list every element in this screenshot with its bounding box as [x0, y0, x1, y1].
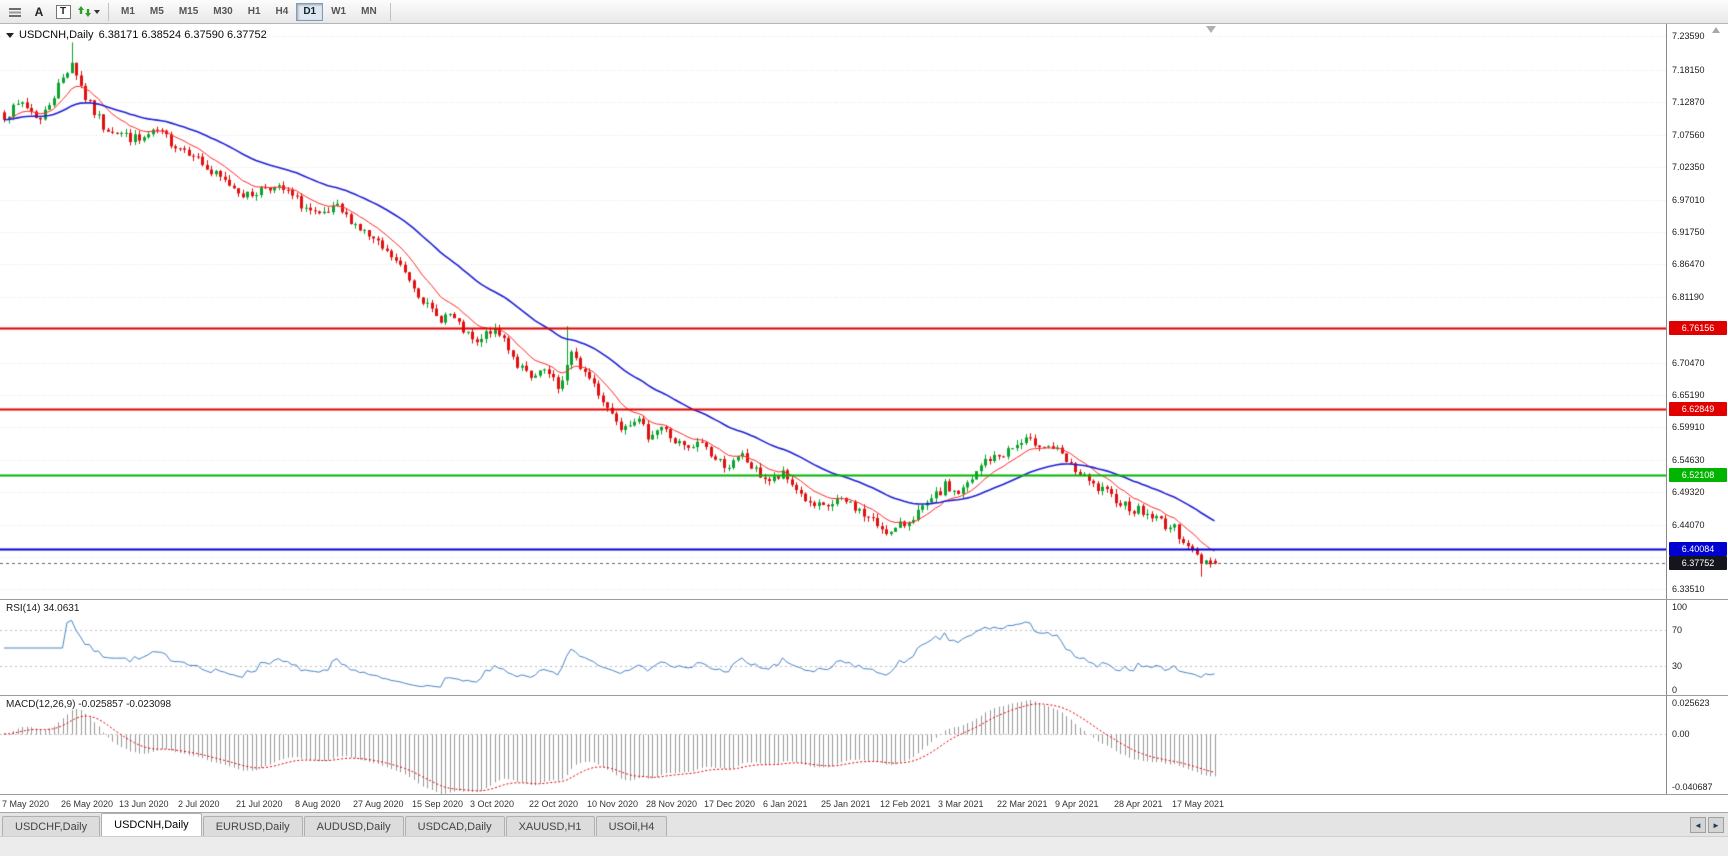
price-scale-label: 6.44070 — [1672, 520, 1705, 530]
chart-tab-usoil-h4[interactable]: USOil,H4 — [595, 816, 668, 836]
bottom-strip — [0, 836, 1728, 856]
text-tool-icon[interactable]: T — [52, 2, 74, 22]
scale-scroll-marker-icon — [1712, 27, 1720, 33]
timeframe-button-w1[interactable]: W1 — [331, 6, 347, 17]
price-badge: 6.37752 — [1669, 556, 1727, 570]
rsi-panel-separator[interactable] — [0, 599, 1728, 600]
price-scale-label: 7.12870 — [1672, 97, 1705, 107]
date-label: 22 Oct 2020 — [529, 799, 579, 809]
chart-shift-marker[interactable] — [1206, 26, 1216, 33]
cursor-tool-icon[interactable]: A — [34, 4, 44, 19]
chart-tab-eurusd-daily[interactable]: EURUSD,Daily — [202, 816, 303, 836]
timeframe-button-h1[interactable]: H1 — [247, 6, 261, 17]
date-label: 26 May 2020 — [61, 799, 114, 809]
tab-scroll-right-button[interactable]: ► — [1708, 817, 1724, 833]
symbol-dropdown-icon[interactable] — [6, 32, 14, 38]
toolbar-separator — [389, 2, 391, 21]
timeframe-button-m15[interactable]: M15 — [178, 6, 199, 17]
date-label: 7 May 2020 — [2, 799, 50, 809]
timeframe-button-m30[interactable]: M30 — [213, 6, 233, 17]
price-scale-label: 6.70470 — [1672, 358, 1705, 368]
chart-region: 7.23590 7.18150 7.12870 7.07560 7.02350 6.970… — [0, 24, 1728, 812]
price-scale-label: 7.23590 — [1672, 31, 1705, 41]
tab-strip: USDCHF,Daily USDCNH,Daily EURUSD,Daily AUDU… — [0, 813, 1728, 836]
price-scale-label: 6.33510 — [1672, 584, 1705, 594]
date-label: 21 Jul 2020 — [236, 799, 283, 809]
macd-label: MACD(12,26,9) -0.025857 -0.023098 — [6, 699, 172, 710]
price-badge: 6.40084 — [1669, 542, 1727, 556]
chart-tab-usdchf-daily[interactable]: USDCHF,Daily — [2, 816, 101, 836]
chart-menu-icon[interactable] — [4, 2, 26, 22]
chart-tab-usdcnh-daily[interactable]: USDCNH,Daily — [101, 813, 202, 836]
date-label: 3 Oct 2020 — [470, 799, 515, 809]
chart-tab-xauusd-h1[interactable]: XAUUSD,H1 — [505, 816, 595, 836]
macd-panel-canvas[interactable] — [0, 696, 1666, 794]
date-label: 22 Mar 2021 — [997, 799, 1048, 809]
chart-title: USDCNH,Daily 6.38171 6.38524 6.37590 6.3… — [6, 29, 267, 41]
symbol-timeframe-label: USDCNH,Daily — [19, 29, 94, 41]
date-label: 13 Jun 2020 — [119, 799, 169, 809]
date-label: 15 Sep 2020 — [412, 799, 464, 809]
price-scale-label: 6.65190 — [1672, 390, 1705, 400]
date-label: 6 Jan 2021 — [763, 799, 808, 809]
price-scale-label: 6.81190 — [1672, 292, 1704, 302]
date-label: 3 Mar 2021 — [938, 799, 984, 809]
price-scale-label: 6.49320 — [1672, 487, 1705, 497]
chart-tab-usdcad-daily[interactable]: USDCAD,Daily — [404, 816, 505, 836]
text-tool-glyph: T — [55, 4, 71, 19]
macd-scale-label: -0.040687 — [1672, 782, 1713, 792]
toolbar-separator — [108, 2, 109, 21]
date-label: 10 Nov 2020 — [587, 799, 639, 809]
price-scale-label: 7.07560 — [1672, 130, 1705, 140]
price-scale-label: 6.91750 — [1672, 227, 1705, 237]
green-arrows-icon — [78, 6, 91, 17]
macd-scale-label: 0.00 — [1672, 729, 1690, 739]
price-chart-canvas[interactable] — [0, 24, 1666, 600]
rsi-scale-label: 30 — [1672, 661, 1683, 671]
price-scale-label: 6.59910 — [1672, 422, 1705, 432]
price-scale-label: 7.02350 — [1672, 162, 1705, 172]
rsi-scale-label: 100 — [1672, 602, 1688, 612]
rsi-panel-canvas[interactable] — [0, 600, 1666, 696]
tab-scroll-buttons: ◄ ► — [1690, 817, 1724, 833]
price-scale-label: 6.54630 — [1672, 455, 1705, 465]
date-label: 17 Dec 2020 — [704, 799, 756, 809]
top-toolbar: A T M1 M5 M15 M30 H1 H4 D1 W1 MN — [0, 0, 1728, 24]
macd-panel-separator[interactable] — [0, 695, 1728, 696]
timeframe-button-m5[interactable]: M5 — [149, 6, 164, 17]
auto-trading-icon[interactable] — [76, 2, 101, 22]
date-label: 28 Nov 2020 — [646, 799, 698, 809]
chart-tab-audusd-daily[interactable]: AUDUSD,Daily — [303, 816, 404, 836]
date-label: 28 Apr 2021 — [1114, 799, 1163, 809]
price-badge: 6.62849 — [1669, 402, 1727, 416]
timeframe-button-m1[interactable]: M1 — [121, 6, 135, 17]
price-scale-label: 6.86470 — [1672, 259, 1705, 269]
dropdown-caret-icon — [94, 9, 100, 14]
timeframe-group: M1 M5 M15 M30 H1 H4 D1 W1 MN — [114, 2, 385, 21]
timeframe-button-d1[interactable]: D1 — [296, 2, 324, 21]
date-label: 9 Apr 2021 — [1055, 799, 1099, 809]
menu-lines-icon — [9, 7, 21, 17]
tab-scroll-left-button[interactable]: ◄ — [1690, 817, 1706, 833]
date-label: 25 Jan 2021 — [821, 799, 871, 809]
price-scale[interactable]: 7.23590 7.18150 7.12870 7.07560 7.02350 6.970… — [1666, 24, 1728, 794]
time-axis[interactable]: 7 May 2020 26 May 2020 13 Jun 2020 2 Jul 20… — [0, 794, 1728, 812]
date-label: 27 Aug 2020 — [353, 799, 404, 809]
timeframe-button-mn[interactable]: MN — [361, 6, 377, 17]
ohlc-values: 6.38171 6.38524 6.37590 6.37752 — [98, 29, 267, 41]
price-scale-label: 7.18150 — [1672, 65, 1705, 75]
rsi-scale-label: 70 — [1672, 625, 1683, 635]
rsi-label: RSI(14) 34.0631 — [6, 603, 80, 614]
date-label: 2 Jul 2020 — [178, 799, 220, 809]
date-label: 8 Aug 2020 — [295, 799, 341, 809]
rsi-scale-label: 0 — [1672, 685, 1678, 695]
chart-tab-bar: USDCHF,Daily USDCNH,Daily EURUSD,Daily AUDU… — [0, 812, 1728, 836]
price-badge: 6.76156 — [1669, 321, 1727, 335]
timeframe-button-h4[interactable]: H4 — [275, 6, 289, 17]
date-label: 17 May 2021 — [1172, 799, 1225, 809]
price-badge: 6.52108 — [1669, 468, 1727, 482]
date-label: 12 Feb 2021 — [880, 799, 931, 809]
price-scale-label: 6.97010 — [1672, 195, 1705, 205]
macd-scale-label: 0.025623 — [1672, 698, 1710, 708]
